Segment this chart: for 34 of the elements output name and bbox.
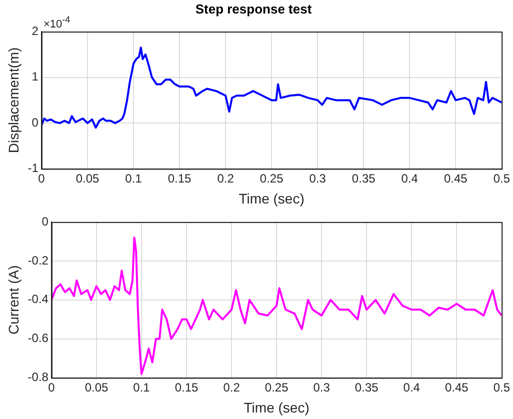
x-tick-label: 0.05 (76, 171, 100, 186)
y-tick-label: -0.2 (28, 253, 49, 268)
y-axis-title: Displacement(m) (5, 47, 22, 154)
x-axis-title: Time (sec) (244, 399, 310, 416)
x-tick-label: 0.1 (133, 380, 150, 394)
x-tick-label: 0.05 (84, 380, 108, 394)
x-tick-label: 0.25 (264, 380, 289, 394)
chart-title: Step response test (195, 1, 312, 16)
x-axis-title: Time (sec) (238, 190, 304, 206)
x-tick-label: 0.4 (401, 171, 418, 186)
y-tick-label: 2 (32, 24, 39, 38)
x-tick-label: 0.2 (217, 171, 234, 186)
x-tick-label: 0.45 (444, 380, 469, 394)
y-tick-label: 0 (42, 214, 49, 228)
y-tick-label: -0.8 (28, 370, 49, 384)
x-tick-label: 0.3 (309, 171, 326, 186)
x-tick-label: 0.45 (444, 171, 468, 186)
y-tick-label: -0.6 (28, 331, 49, 346)
x-tick-label: 0.35 (354, 380, 379, 394)
x-tick-label: 0.4 (403, 380, 420, 394)
x-tick-label: 0.15 (168, 171, 192, 186)
x-tick-label: 0.5 (493, 171, 510, 186)
y-axis-title: Current (A) (5, 265, 22, 335)
x-tick-label: 0.15 (174, 380, 199, 394)
y-tick-label: -0.4 (28, 292, 49, 306)
y-tick-label: 1 (32, 70, 39, 84)
x-tick-label: 0.25 (260, 171, 284, 186)
x-tick-label: 0.3 (313, 380, 330, 394)
y-tick-label: 0 (32, 115, 39, 130)
x-tick-label: 0.35 (352, 171, 376, 186)
x-tick-label: 0.5 (493, 380, 510, 394)
x-tick-label: 0.1 (125, 171, 142, 186)
y-tick-label: -1 (28, 161, 39, 176)
x-tick-label: 0.2 (223, 380, 240, 394)
